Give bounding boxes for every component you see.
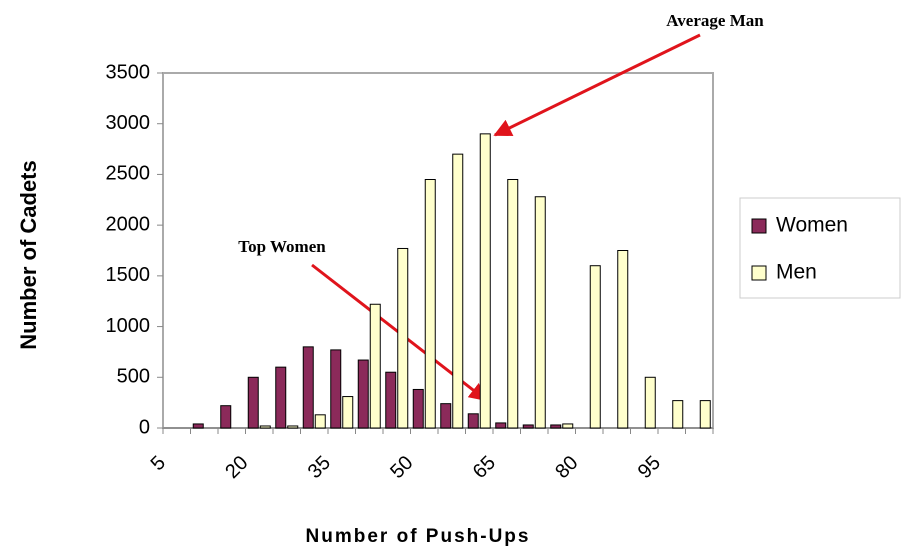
legend-swatch [751,265,767,281]
bar [550,424,562,429]
y-tick-label: 1000 [106,315,151,337]
x-tick-label: 50 [386,452,417,483]
bar [452,153,464,429]
y-tick-label: 2000 [106,213,151,235]
legend-label: Women [776,214,848,237]
legend-label: Men [776,261,817,284]
bar [467,413,479,429]
y-tick-label: 3000 [106,112,151,134]
x-tick-label: 20 [221,452,252,483]
bar [495,422,507,429]
x-tick-label: 95 [634,452,665,483]
bar [192,423,204,429]
bar [562,423,574,429]
bar [617,250,629,429]
bar [534,196,546,429]
legend [739,197,901,299]
x-tick-label: 65 [469,452,500,483]
y-tick-label: 2500 [106,163,151,185]
bar [522,424,534,429]
x-tick-label: 35 [304,452,335,483]
bar [424,179,436,429]
bar [672,400,684,429]
bar [314,414,326,429]
bar [357,359,369,429]
y-tick-label: 3500 [106,61,151,83]
bar [397,247,409,429]
bar [589,265,601,429]
bar [385,371,397,429]
bar [302,346,314,429]
y-tick-label: 0 [139,416,150,438]
annotation: Average Man [666,11,764,30]
bar [330,349,342,429]
y-tick-label: 500 [117,366,150,388]
bar [479,133,491,429]
x-axis-title: Number of Push-Ups [306,526,531,547]
y-axis-title: Number of Cadets [16,160,41,349]
bar [247,376,259,429]
bar [287,425,299,429]
annotation: Top Women [238,237,326,256]
arrow [493,33,701,137]
bar [342,396,354,429]
bar [412,388,424,429]
bar [275,366,287,429]
bar [644,376,656,429]
bar [259,425,271,429]
legend-swatch [751,218,767,234]
bar [507,179,519,429]
x-tick-label: 5 [147,452,170,475]
bar [440,403,452,429]
bar [699,400,711,429]
bar [369,303,381,429]
bar [220,405,232,429]
x-tick-label: 80 [551,452,582,483]
y-tick-label: 1500 [106,264,151,286]
